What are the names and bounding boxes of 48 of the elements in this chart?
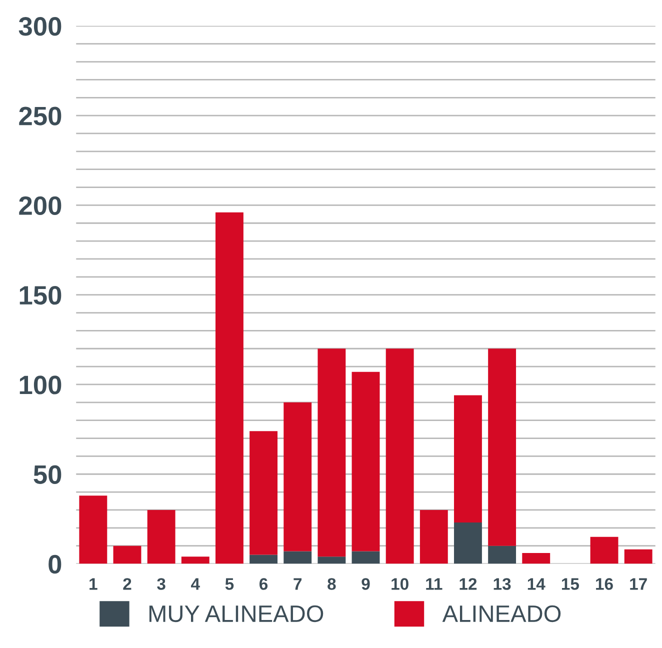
bar <box>454 395 482 523</box>
x-tick-label: 13 <box>494 578 511 590</box>
bar <box>284 402 312 552</box>
bar <box>624 549 652 564</box>
bar <box>181 556 210 564</box>
y-tick-label: 200 <box>19 196 62 216</box>
x-tick-label: 11 <box>426 578 442 590</box>
x-tick-label: 4 <box>191 578 200 590</box>
bar <box>352 372 380 552</box>
x-tick-label: 12 <box>460 578 477 590</box>
bar <box>318 348 346 557</box>
x-tick-label: 2 <box>123 578 132 590</box>
x-tick-label: 6 <box>260 578 268 590</box>
bar <box>420 510 448 564</box>
bar <box>147 510 176 564</box>
x-tick-label: 10 <box>392 578 408 590</box>
x-tick-label: 17 <box>630 578 647 590</box>
x-tick-label: 8 <box>328 578 336 590</box>
bar <box>488 546 516 564</box>
x-tick-label: 9 <box>362 578 370 590</box>
x-tick-label: 1 <box>90 578 98 590</box>
bar <box>386 348 414 564</box>
y-tick-label: 100 <box>20 376 62 394</box>
bar <box>590 536 618 564</box>
y-tick-label: 50 <box>34 465 62 484</box>
bar <box>488 348 516 546</box>
legend-label: ALINEADO <box>442 605 561 622</box>
y-tick-label: 150 <box>20 286 62 305</box>
legend-label: MUY ALINEADO <box>149 605 324 622</box>
x-tick-label: 7 <box>294 578 302 590</box>
x-tick-label: 3 <box>157 578 166 590</box>
bar <box>79 496 108 564</box>
y-tick-label: 0 <box>48 554 62 574</box>
bar <box>250 431 278 555</box>
bar <box>113 546 142 564</box>
bar <box>318 556 346 564</box>
bar <box>352 551 380 564</box>
bar <box>454 522 482 564</box>
y-tick-label: 300 <box>18 17 62 36</box>
x-tick-label: 16 <box>596 578 613 590</box>
bar <box>250 554 278 564</box>
bar <box>522 553 550 564</box>
y-tick-label: 250 <box>19 106 62 126</box>
x-tick-label: 14 <box>528 578 546 590</box>
bar <box>284 551 312 564</box>
x-tick-label: 5 <box>225 578 234 590</box>
x-tick-label: 15 <box>562 578 579 590</box>
bar <box>215 212 244 564</box>
